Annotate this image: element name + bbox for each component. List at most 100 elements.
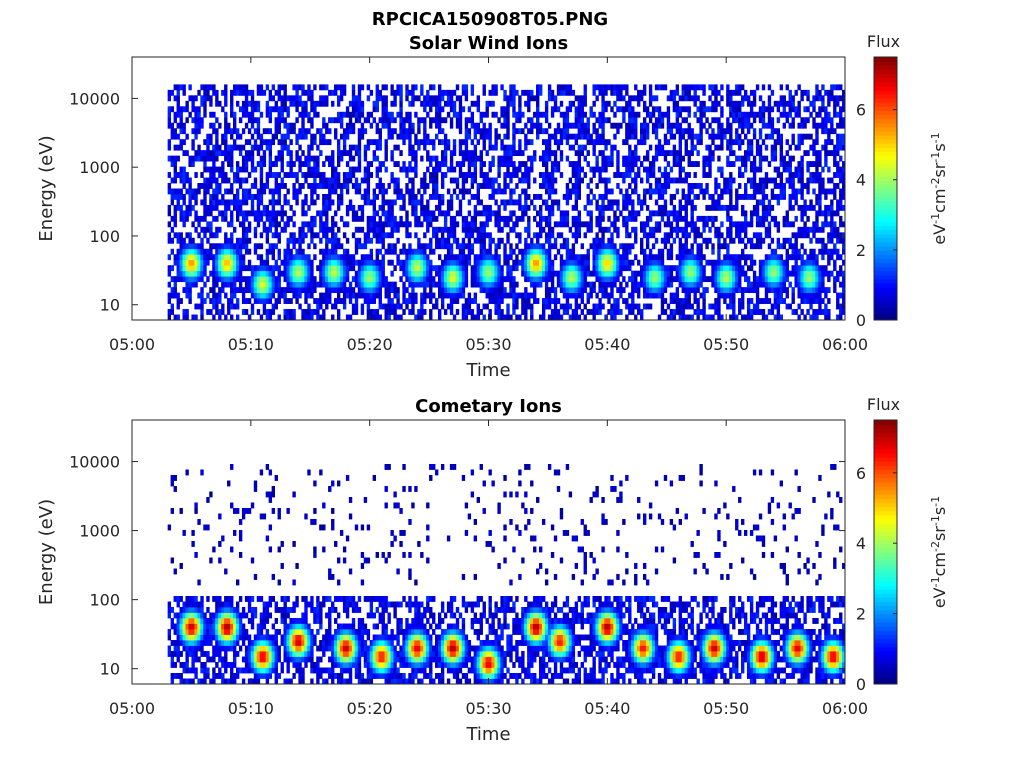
- heatmap-cell: [408, 166, 412, 173]
- heatmap-cell: [547, 177, 552, 184]
- heatmap-cell: [681, 204, 685, 211]
- heatmap-cell: [530, 254, 534, 261]
- heatmap-cell: [206, 259, 210, 266]
- heatmap-cell: [375, 232, 379, 239]
- heatmap-cell: [369, 172, 374, 178]
- heatmap-cell: [657, 292, 662, 299]
- heatmap-cell: [363, 144, 368, 151]
- heatmap-cell: [188, 84, 192, 91]
- heatmap-cell: [675, 226, 680, 233]
- heatmap-cell: [693, 144, 697, 151]
- heatmap-cell: [657, 150, 662, 157]
- heatmap-cell: [360, 106, 365, 113]
- heatmap-cell: [497, 221, 501, 228]
- heatmap-cell: [735, 193, 739, 200]
- heatmap-cell: [732, 237, 736, 244]
- heatmap-cell: [301, 172, 305, 178]
- heatmap-cell: [221, 150, 225, 157]
- heatmap-cell: [167, 254, 172, 261]
- heatmap-cell: [669, 122, 674, 129]
- heatmap-cell: [518, 111, 522, 118]
- heatmap-cell: [375, 210, 379, 217]
- heatmap-cell: [197, 259, 201, 266]
- heatmap-cell: [289, 128, 293, 135]
- heatmap-cell: [684, 237, 688, 244]
- heatmap-cell: [625, 259, 629, 266]
- heatmap-cell: [687, 221, 691, 228]
- heatmap-cell: [544, 204, 549, 211]
- heatmap-cell: [432, 117, 436, 124]
- heatmap-cell: [408, 122, 412, 129]
- heatmap-cell: [604, 139, 608, 146]
- heatmap-cell: [238, 248, 243, 255]
- heatmap-cell: [414, 314, 418, 321]
- heatmap-cell: [363, 287, 368, 294]
- heatmap-cell: [449, 150, 454, 157]
- heatmap-cell: [227, 243, 231, 250]
- heatmap-cell: [556, 298, 561, 304]
- heatmap-cell: [625, 139, 629, 146]
- heatmap-cell: [604, 100, 608, 107]
- heatmap-cell: [209, 193, 213, 200]
- heatmap-cell: [488, 276, 492, 283]
- heatmap-cell: [455, 237, 460, 244]
- heatmap-cell: [334, 128, 338, 135]
- heatmap-cell: [524, 265, 528, 272]
- heatmap-cell: [657, 248, 662, 255]
- heatmap-cell: [666, 117, 671, 124]
- heatmap-cell: [438, 237, 442, 244]
- heatmap-cell: [298, 232, 302, 239]
- heatmap-cell: [669, 89, 674, 96]
- heatmap-cell: [473, 128, 478, 135]
- heatmap-cell: [547, 303, 552, 310]
- heatmap-cell: [295, 106, 299, 113]
- heatmap-cell: [363, 166, 368, 173]
- heatmap-cell: [539, 254, 543, 261]
- heatmap-cell: [417, 144, 421, 151]
- heatmap-cell: [714, 303, 718, 310]
- heatmap-cell: [464, 139, 469, 146]
- heatmap-cell: [648, 172, 653, 178]
- heatmap-cell: [616, 106, 620, 113]
- heatmap-cell: [253, 128, 258, 135]
- heatmap-cell: [595, 84, 599, 91]
- heatmap-cell: [583, 287, 587, 294]
- heatmap-cell: [693, 287, 697, 294]
- heatmap-cell: [539, 259, 543, 266]
- heatmap-cell: [589, 309, 593, 315]
- heatmap-cell: [738, 276, 742, 283]
- heatmap-cell: [221, 89, 225, 96]
- heatmap-cell: [301, 226, 305, 233]
- heatmap-cell: [589, 111, 593, 118]
- heatmap-cell: [494, 177, 498, 184]
- heatmap-cell: [354, 106, 359, 113]
- heatmap-cell: [438, 161, 442, 167]
- heatmap-cell: [390, 287, 394, 294]
- heatmap-cell: [429, 215, 433, 222]
- heatmap-cell: [449, 287, 454, 294]
- heatmap-cell: [360, 133, 365, 140]
- heatmap-cell: [408, 128, 412, 135]
- heatmap-cell: [420, 303, 424, 310]
- heatmap-cell: [565, 309, 570, 315]
- heatmap-cell: [440, 292, 445, 299]
- heatmap-cell: [339, 183, 344, 189]
- heatmap-cell: [345, 188, 350, 195]
- heatmap-cell: [387, 281, 391, 288]
- heatmap-cell: [717, 303, 721, 310]
- heatmap-cell: [675, 221, 680, 228]
- heatmap-cell: [212, 281, 216, 288]
- heatmap-cell: [277, 276, 281, 283]
- heatmap-cell: [559, 265, 564, 272]
- heatmap-cell: [316, 309, 320, 315]
- heatmap-cell: [494, 111, 498, 118]
- heatmap-cell: [518, 193, 522, 200]
- heatmap-cell: [384, 111, 388, 118]
- heatmap-cell: [179, 210, 183, 217]
- heatmap-cell: [642, 265, 647, 272]
- heatmap-cell: [366, 232, 371, 239]
- heatmap-cell: [547, 183, 552, 189]
- heatmap-cell: [345, 150, 350, 157]
- heatmap-cell: [179, 270, 183, 277]
- heatmap-cell: [738, 122, 742, 129]
